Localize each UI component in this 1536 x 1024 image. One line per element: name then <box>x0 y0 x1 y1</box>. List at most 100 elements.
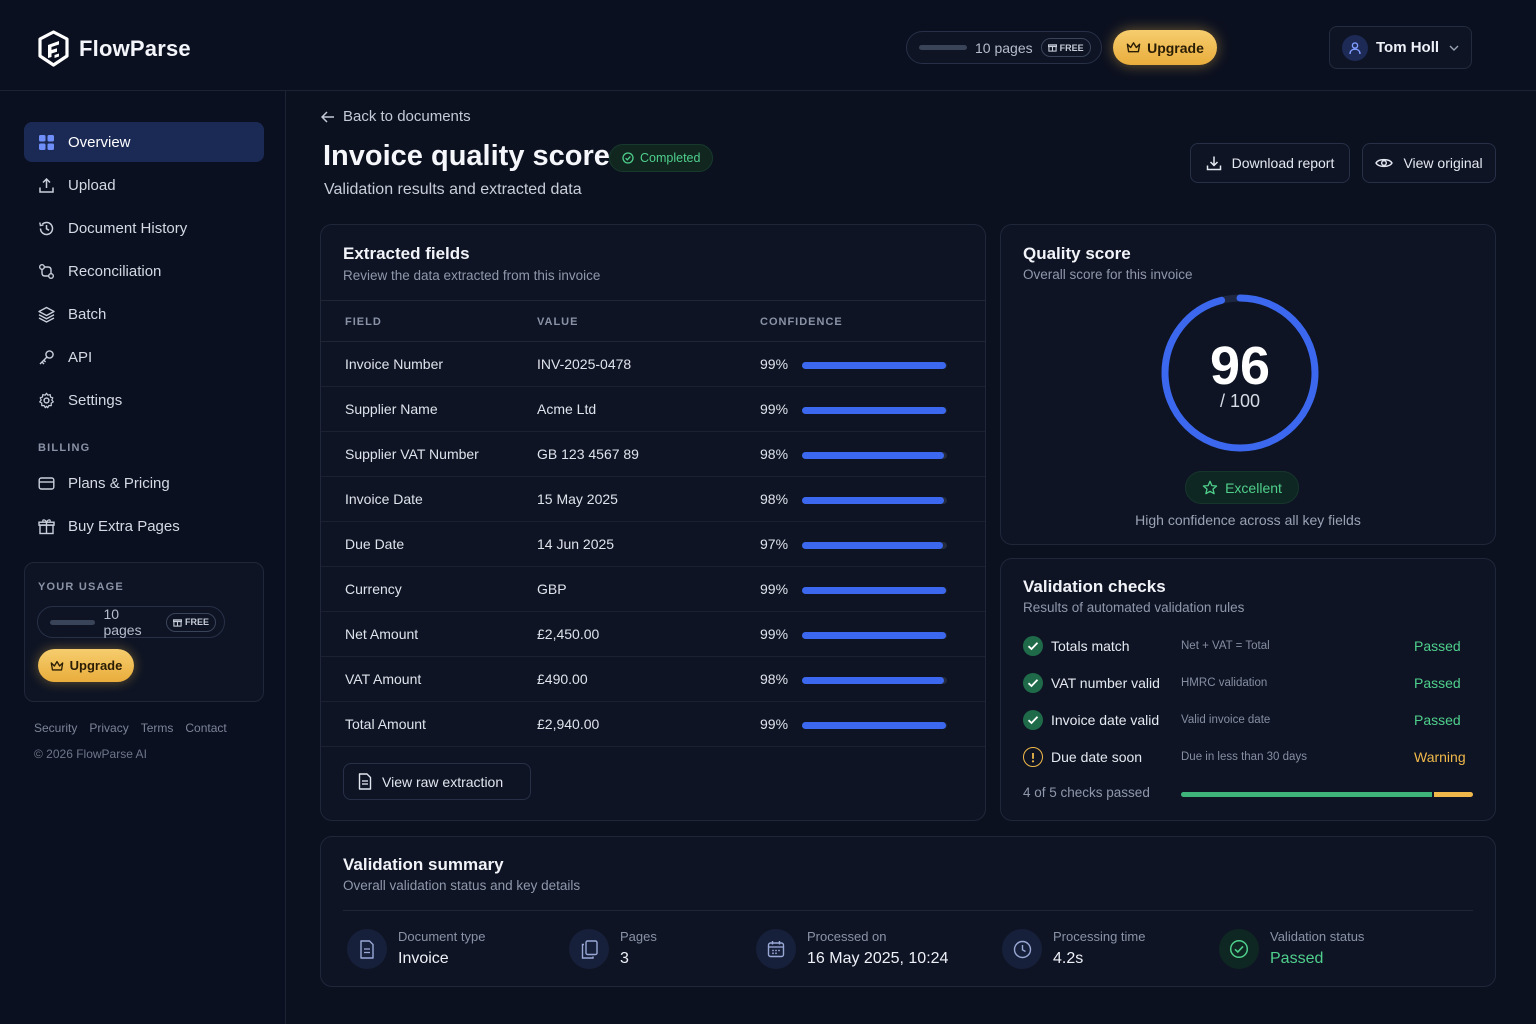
validation-summary-card: Validation summary Overall validation st… <box>320 836 1496 987</box>
clock-icon <box>1002 929 1042 969</box>
sidebar-item-batch[interactable]: Batch <box>24 294 264 334</box>
field-value: £490.00 <box>537 671 588 687</box>
key-icon <box>38 349 55 366</box>
back-to-documents-link[interactable]: Back to documents <box>321 108 471 125</box>
table-row[interactable]: Total Amount £2,940.00 99% <box>321 702 985 747</box>
user-menu-button[interactable]: Tom Holl <box>1329 26 1472 69</box>
table-row[interactable]: VAT Amount £490.00 98% <box>321 657 985 702</box>
confidence-bar <box>802 362 947 369</box>
sidebar-item-buy-extra-pages[interactable]: Buy Extra Pages <box>24 506 264 546</box>
confidence-percent: 97% <box>760 536 789 552</box>
gift-icon <box>38 518 55 535</box>
crown-icon <box>50 660 64 672</box>
rating-label: Excellent <box>1225 479 1282 496</box>
table-row[interactable]: Supplier VAT Number GB 123 4567 89 98% <box>321 432 985 477</box>
check-status: Passed <box>1414 638 1461 654</box>
check-circle-icon <box>1023 673 1043 693</box>
table-row[interactable]: Due Date 14 Jun 2025 97% <box>321 522 985 567</box>
score-arc <box>1161 294 1319 452</box>
checks-gap <box>1432 792 1435 797</box>
view-raw-extraction-button[interactable]: View raw extraction <box>343 763 531 800</box>
score-value: 96 <box>1209 336 1271 396</box>
usage-pages: 10 pages <box>975 39 1033 56</box>
field-value: GB 123 4567 89 <box>537 446 639 462</box>
footer-link-security[interactable]: Security <box>34 721 78 735</box>
check-circle-icon <box>1023 710 1043 730</box>
field-name: Due Date <box>345 536 405 552</box>
footer-link-contact[interactable]: Contact <box>185 721 227 735</box>
sidebar-item-settings[interactable]: Settings <box>24 380 264 420</box>
download-report-button[interactable]: Download report <box>1190 143 1350 183</box>
user-name: Tom Holl <box>1376 39 1440 56</box>
rating-badge: Excellent <box>1185 471 1299 504</box>
field-name: Invoice Number <box>345 356 444 372</box>
card-title: Quality score <box>1023 244 1131 263</box>
confidence-bar-fill <box>802 497 945 504</box>
table-row[interactable]: Currency GBP 99% <box>321 567 985 612</box>
sidebar-item-upload[interactable]: Upload <box>24 165 264 205</box>
summary-label: Pages <box>620 929 657 944</box>
plan-badge-label: FREE <box>184 617 209 627</box>
table-row[interactable]: Net Amount £2,450.00 99% <box>321 612 985 657</box>
field-value: £2,450.00 <box>537 626 600 642</box>
summary-label: Processing time <box>1053 929 1146 944</box>
check-circle-icon <box>1023 636 1043 656</box>
confidence-bar <box>802 587 947 594</box>
document-icon <box>347 929 387 969</box>
table-row[interactable]: Invoice Number INV-2025-0478 99% <box>321 342 985 387</box>
field-name: Supplier Name <box>345 401 438 417</box>
confidence-bar-fill <box>802 587 946 594</box>
usage-progress-bar <box>919 45 967 50</box>
check-name: Invoice date valid <box>1051 712 1160 728</box>
check-name: Due date soon <box>1051 749 1143 765</box>
confidence-percent: 99% <box>760 581 789 597</box>
plan-badge: FREE <box>165 612 216 632</box>
usage-pill[interactable]: 10 pages FREE <box>906 31 1102 64</box>
document-icon <box>358 773 372 790</box>
star-icon <box>1202 480 1218 496</box>
back-label: Back to documents <box>343 108 471 125</box>
usage-card-label: YOUR USAGE <box>38 581 124 593</box>
confidence-bar-fill <box>802 722 946 729</box>
sidebar-item-document-history[interactable]: Document History <box>24 208 264 248</box>
check-description: Due in less than 30 days <box>1181 751 1307 763</box>
table-row[interactable]: Invoice Date 15 May 2025 98% <box>321 477 985 522</box>
check-status: Passed <box>1414 712 1461 728</box>
field-value: £2,940.00 <box>537 716 600 732</box>
summary-value: Invoice <box>398 950 449 967</box>
summary-value: Passed <box>1270 950 1324 967</box>
sidebar-item-plans-pricing[interactable]: Plans & Pricing <box>24 463 264 503</box>
summary-value: 3 <box>620 950 629 967</box>
confidence-bar <box>802 632 947 639</box>
card-subtitle: Overall score for this invoice <box>1023 267 1193 282</box>
brand[interactable]: FlowParse <box>37 30 191 68</box>
upgrade-button[interactable]: Upgrade <box>1113 30 1217 65</box>
validation-check-row: VAT number valid HMRC validation Passed <box>1023 672 1473 696</box>
sidebar-item-api[interactable]: API <box>24 337 264 377</box>
confidence-bar-fill <box>802 542 943 549</box>
sidebar-item-label: Reconciliation <box>68 262 162 280</box>
upgrade-button[interactable]: Upgrade <box>38 649 134 682</box>
view-original-button[interactable]: View original <box>1362 143 1496 183</box>
table-row[interactable]: Supplier Name Acme Ltd 99% <box>321 387 985 432</box>
gift-icon <box>172 618 182 627</box>
sidebar-item-reconciliation[interactable]: Reconciliation <box>24 251 264 291</box>
check-status: Warning <box>1414 749 1466 765</box>
footer-link-privacy[interactable]: Privacy <box>89 721 129 735</box>
sidebar-item-overview[interactable]: Overview <box>24 122 264 162</box>
user-icon <box>1348 41 1362 55</box>
confidence-percent: 98% <box>760 446 789 462</box>
gear-icon <box>38 392 55 409</box>
confidence-bar <box>802 497 947 504</box>
download-label: Download report <box>1231 155 1335 171</box>
layers-icon <box>38 306 55 323</box>
page-title: Invoice quality score <box>323 140 610 172</box>
status-badge: Completed <box>609 144 714 172</box>
sidebar-item-label: API <box>68 348 93 366</box>
sidebar-item-label: Batch <box>68 305 107 323</box>
footer-link-terms[interactable]: Terms <box>140 721 174 735</box>
check-circle-icon <box>622 152 634 164</box>
usage-pill[interactable]: 10 pages FREE <box>37 606 225 638</box>
check-description: Net + VAT = Total <box>1181 640 1270 652</box>
field-value: Acme Ltd <box>537 401 597 417</box>
